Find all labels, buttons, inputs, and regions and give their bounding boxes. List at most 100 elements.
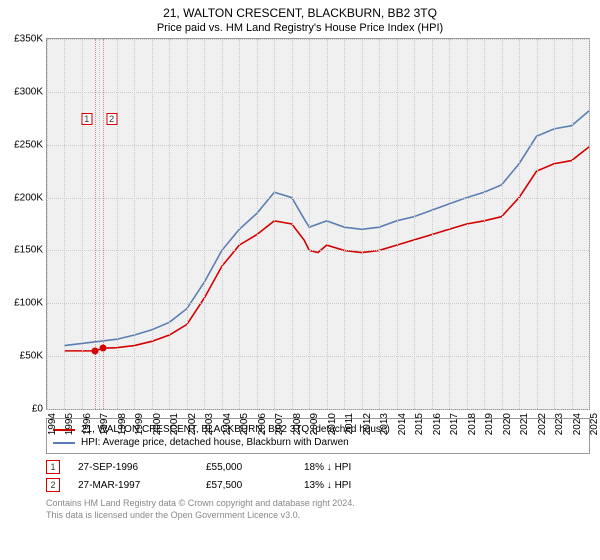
price-marker	[100, 345, 107, 352]
grid-line-v	[484, 39, 485, 409]
x-axis-label: 2005	[239, 413, 250, 435]
x-axis-label: 2003	[204, 413, 215, 435]
grid-line-h	[47, 250, 589, 251]
grid-line-h	[47, 303, 589, 304]
grid-line-h	[47, 356, 589, 357]
x-axis-label: 2007	[274, 413, 285, 435]
x-axis-label: 1994	[47, 413, 58, 435]
grid-line-v	[379, 39, 380, 409]
grid-line-v	[204, 39, 205, 409]
x-axis-label: 1995	[64, 413, 75, 435]
grid-line-v	[187, 39, 188, 409]
data-row: 1 27-SEP-1996 £55,000 18% ↓ HPI	[46, 458, 590, 476]
grid-line-v	[519, 39, 520, 409]
grid-line-h	[47, 39, 589, 40]
grid-line-v	[82, 39, 83, 409]
grid-line-v	[117, 39, 118, 409]
data-row: 2 27-MAR-1997 £57,500 13% ↓ HPI	[46, 476, 590, 494]
x-axis-label: 1998	[117, 413, 128, 435]
grid-line-v	[362, 39, 363, 409]
x-axis-label: 2006	[257, 413, 268, 435]
x-axis-label: 2018	[467, 413, 478, 435]
y-axis-label: £350K	[14, 34, 47, 45]
grid-line-v	[572, 39, 573, 409]
credit-line: This data is licensed under the Open Gov…	[46, 510, 590, 522]
y-axis-label: £300K	[14, 86, 47, 97]
grid-line-v	[537, 39, 538, 409]
grid-line-h	[47, 198, 589, 199]
grid-line-v	[414, 39, 415, 409]
y-axis-label: £50K	[20, 351, 47, 362]
x-axis-label: 2022	[537, 413, 548, 435]
y-axis-label: £200K	[14, 192, 47, 203]
x-axis-label: 2008	[292, 413, 303, 435]
plot-area: £0£50K£100K£150K£200K£250K£300K£350K1994…	[46, 38, 590, 410]
x-axis-label: 2024	[572, 413, 583, 435]
data-row-date: 27-MAR-1997	[78, 480, 188, 491]
credits: Contains HM Land Registry data © Crown c…	[46, 498, 590, 521]
x-axis-label: 2010	[327, 413, 338, 435]
grid-line-v	[292, 39, 293, 409]
marker-vline	[103, 39, 104, 409]
price-marker-label: 1	[81, 113, 92, 125]
chart-container: { "title": "21, WALTON CRESCENT, BLACKBU…	[0, 0, 600, 560]
x-axis-label: 2023	[554, 413, 565, 435]
grid-line-v	[222, 39, 223, 409]
data-row-delta: 13% ↓ HPI	[304, 480, 351, 491]
x-axis-label: 2013	[379, 413, 390, 435]
x-axis-label: 2019	[484, 413, 495, 435]
data-row-delta: 18% ↓ HPI	[304, 462, 351, 473]
data-row-index: 2	[46, 478, 60, 492]
grid-line-v	[397, 39, 398, 409]
x-axis-label: 2021	[519, 413, 530, 435]
x-axis-label: 1997	[99, 413, 110, 435]
legend-label: HPI: Average price, detached house, Blac…	[81, 437, 349, 448]
grid-line-v	[134, 39, 135, 409]
grid-line-v	[169, 39, 170, 409]
chart-subtitle: Price paid vs. HM Land Registry's House …	[0, 20, 600, 38]
x-axis-label: 2001	[169, 413, 180, 435]
grid-line-v	[239, 39, 240, 409]
grid-line-v	[327, 39, 328, 409]
x-axis-label: 1999	[134, 413, 145, 435]
x-axis-label: 2002	[187, 413, 198, 435]
grid-line-v	[99, 39, 100, 409]
grid-line-v	[257, 39, 258, 409]
x-axis-label: 1996	[82, 413, 93, 435]
grid-line-h	[47, 409, 589, 410]
data-row-price: £55,000	[206, 462, 286, 473]
data-row-price: £57,500	[206, 480, 286, 491]
x-axis-label: 2017	[449, 413, 460, 435]
grid-line-v	[152, 39, 153, 409]
data-row-index: 1	[46, 460, 60, 474]
x-axis-label: 2025	[589, 413, 600, 435]
grid-line-v	[64, 39, 65, 409]
x-axis-label: 2020	[502, 413, 513, 435]
grid-line-v	[47, 39, 48, 409]
data-point-rows: 1 27-SEP-1996 £55,000 18% ↓ HPI 2 27-MAR-1997…	[46, 458, 590, 494]
grid-line-v	[309, 39, 310, 409]
x-axis-label: 2011	[344, 413, 355, 435]
legend-item: HPI: Average price, detached house, Blac…	[53, 436, 583, 449]
x-axis-label: 2015	[414, 413, 425, 435]
x-axis-label: 2009	[309, 413, 320, 435]
x-axis-label: 2014	[397, 413, 408, 435]
x-axis-label: 2000	[152, 413, 163, 435]
grid-line-v	[344, 39, 345, 409]
grid-line-v	[502, 39, 503, 409]
price-marker-label: 2	[106, 113, 117, 125]
credit-line: Contains HM Land Registry data © Crown c…	[46, 498, 590, 510]
grid-line-v	[274, 39, 275, 409]
x-axis-label: 2012	[362, 413, 373, 435]
y-axis-label: £0	[32, 404, 47, 415]
grid-line-v	[449, 39, 450, 409]
legend-swatch	[53, 442, 75, 444]
grid-line-h	[47, 92, 589, 93]
grid-line-h	[47, 145, 589, 146]
x-axis-label: 2004	[222, 413, 233, 435]
data-row-date: 27-SEP-1996	[78, 462, 188, 473]
price-marker	[91, 347, 98, 354]
grid-line-v	[432, 39, 433, 409]
y-axis-label: £250K	[14, 139, 47, 150]
grid-line-v	[589, 39, 590, 409]
